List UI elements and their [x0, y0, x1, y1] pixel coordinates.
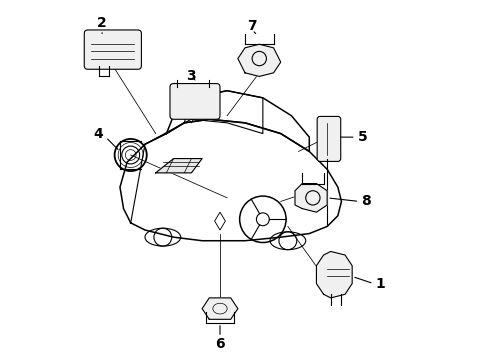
Polygon shape — [238, 44, 281, 76]
Text: 8: 8 — [362, 194, 371, 208]
Text: 6: 6 — [215, 337, 225, 351]
FancyBboxPatch shape — [84, 30, 142, 69]
Polygon shape — [317, 251, 352, 298]
Polygon shape — [156, 158, 202, 173]
FancyBboxPatch shape — [317, 116, 341, 161]
Polygon shape — [295, 184, 327, 212]
Text: 4: 4 — [94, 127, 103, 140]
Text: 5: 5 — [358, 130, 368, 144]
FancyBboxPatch shape — [170, 84, 220, 119]
Polygon shape — [202, 298, 238, 319]
Text: 7: 7 — [247, 19, 257, 33]
Text: 3: 3 — [187, 69, 196, 84]
Text: 2: 2 — [97, 16, 107, 30]
Text: 1: 1 — [376, 276, 386, 291]
